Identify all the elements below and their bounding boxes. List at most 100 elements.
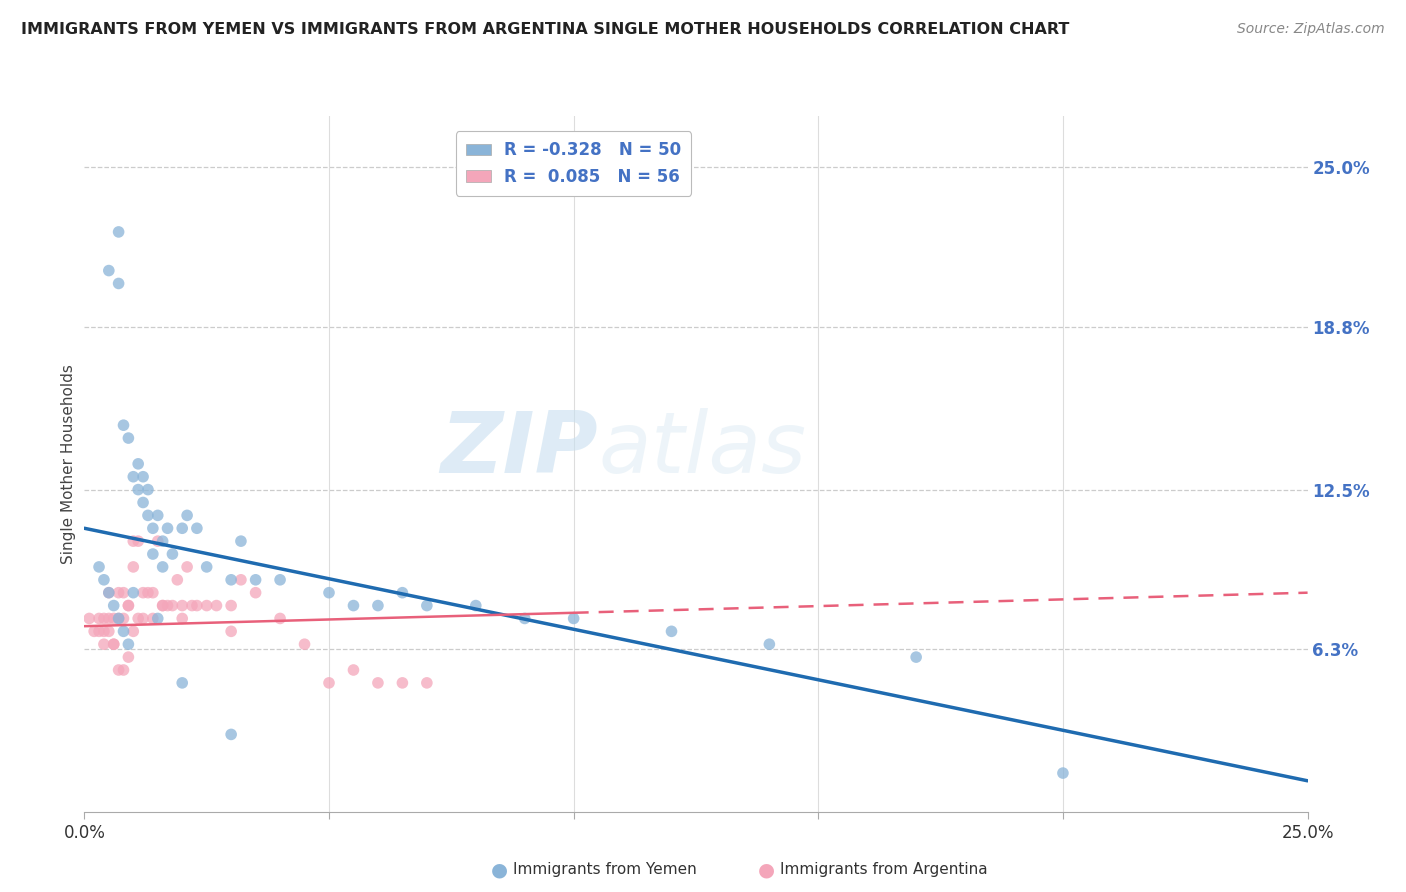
Text: Source: ZipAtlas.com: Source: ZipAtlas.com [1237,22,1385,37]
Point [156,521,179,535]
Point [83,624,105,639]
Point [186,599,208,613]
Point [117,599,139,613]
Point [416,676,439,690]
Point [367,676,389,690]
Point [112,611,135,625]
Point [342,663,364,677]
Point [112,418,135,433]
Point [245,585,267,599]
Point [132,495,155,509]
Point [219,599,242,613]
Text: ●: ● [758,860,775,880]
Point [97,611,120,625]
Point [464,599,486,613]
Text: Immigrants from Argentina: Immigrants from Argentina [780,863,988,877]
Point [97,585,120,599]
Point [132,585,155,599]
Point [127,457,149,471]
Point [661,624,683,639]
Point [107,277,129,291]
Point [758,637,780,651]
Point [318,585,340,599]
Point [107,225,129,239]
Point [219,727,242,741]
Point [117,650,139,665]
Point [176,508,198,523]
Point [93,573,115,587]
Point [146,534,169,549]
Point [562,611,585,625]
Point [162,547,184,561]
Point [142,611,165,625]
Point [152,560,174,574]
Point [166,573,188,587]
Point [112,663,135,677]
Point [103,637,125,651]
Point [87,624,110,639]
Point [93,637,115,651]
Point [117,431,139,445]
Point [269,573,291,587]
Point [97,263,120,277]
Point [93,611,115,625]
Point [905,650,928,665]
Point [152,599,174,613]
Point [195,560,218,574]
Point [219,624,242,639]
Point [294,637,316,651]
Point [146,611,169,625]
Point [112,624,135,639]
Point [122,534,145,549]
Point [107,611,129,625]
Point [97,624,120,639]
Point [107,663,129,677]
Point [229,573,252,587]
Point [87,560,110,574]
Text: ZIP: ZIP [440,409,598,491]
Point [245,573,267,587]
Point [103,637,125,651]
Point [122,585,145,599]
Point [172,676,194,690]
Point [136,483,159,497]
Point [391,585,413,599]
Point [416,599,439,613]
Text: IMMIGRANTS FROM YEMEN VS IMMIGRANTS FROM ARGENTINA SINGLE MOTHER HOUSEHOLDS CORR: IMMIGRANTS FROM YEMEN VS IMMIGRANTS FROM… [21,22,1070,37]
Point [122,624,145,639]
Point [176,560,198,574]
Point [219,573,242,587]
Point [162,599,184,613]
Text: Immigrants from Yemen: Immigrants from Yemen [513,863,697,877]
Point [103,599,125,613]
Point [77,611,100,625]
Point [127,611,149,625]
Point [181,599,204,613]
Legend: R = -0.328   N = 50, R =  0.085   N = 56: R = -0.328 N = 50, R = 0.085 N = 56 [456,131,692,195]
Point [93,624,115,639]
Point [103,611,125,625]
Point [229,534,252,549]
Point [146,508,169,523]
Text: atlas: atlas [598,409,806,491]
Point [136,508,159,523]
Point [112,585,135,599]
Point [107,611,129,625]
Point [172,521,194,535]
Point [391,676,413,690]
Point [513,611,536,625]
Point [132,469,155,483]
Point [136,585,159,599]
Point [1052,766,1074,780]
Point [127,483,149,497]
Point [342,599,364,613]
Point [132,611,155,625]
Point [318,676,340,690]
Point [172,611,194,625]
Point [195,599,218,613]
Point [97,585,120,599]
Point [142,547,165,561]
Point [127,534,149,549]
Point [122,469,145,483]
Y-axis label: Single Mother Households: Single Mother Households [60,364,76,564]
